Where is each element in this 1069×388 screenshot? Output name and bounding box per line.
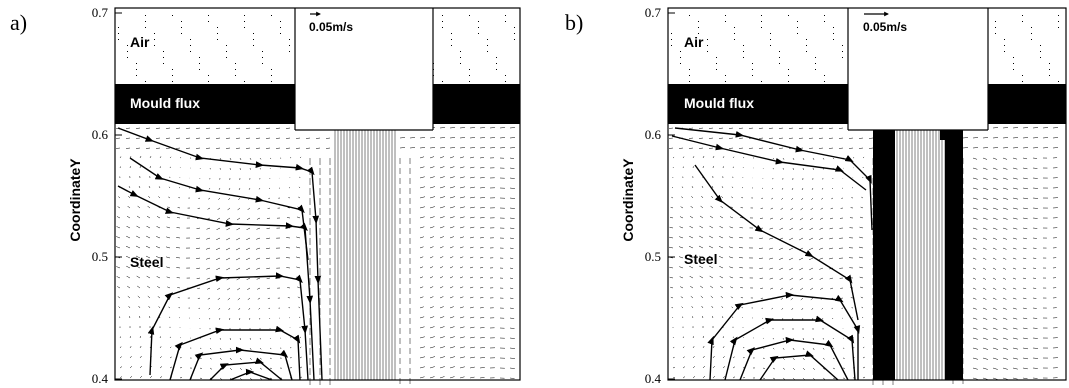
plot-frame	[114, 7, 521, 381]
streamlines	[671, 127, 873, 381]
air-label: Air	[130, 34, 150, 50]
panel-letter: a)	[10, 10, 27, 35]
vector-field	[668, 15, 1059, 385]
mould-flux-label: Mould flux	[684, 95, 754, 111]
mould-flux-label: Mould flux	[130, 95, 200, 111]
scale-label: 0.05m/s	[863, 20, 907, 34]
steel-label: Steel	[684, 251, 717, 267]
scale-label: 0.05m/s	[309, 20, 353, 34]
streamlines	[117, 127, 323, 381]
air-label: Air	[684, 34, 704, 50]
panel-b: b) Air Mould flux Steel 0.05m/s 0.7 0.6 …	[565, 5, 1067, 386]
y-tick-label: 0.7	[645, 5, 662, 20]
mould-flux-layer	[988, 84, 1066, 124]
submerged-nozzle	[295, 8, 433, 130]
y-tick-label: 0.6	[645, 127, 662, 142]
submerged-nozzle	[848, 8, 988, 130]
y-axis-label: CoordinateY	[67, 158, 83, 242]
y-tick-label: 0.4	[645, 371, 662, 386]
mould-flux-layer	[668, 84, 848, 124]
y-tick-label: 0.6	[92, 127, 109, 142]
panel-a: a) Air Mould flux Steel 0.05m/s 0.7 0.6 …	[10, 5, 521, 386]
mould-flux-layer	[433, 84, 520, 124]
y-tick-label: 0.4	[92, 371, 109, 386]
plot-frame	[667, 7, 1067, 381]
steel-label: Steel	[130, 254, 163, 270]
y-tick-label: 0.7	[92, 5, 109, 20]
panel-letter: b)	[565, 10, 583, 35]
y-tick-label: 0.5	[92, 249, 108, 264]
y-tick-label: 0.5	[645, 249, 661, 264]
y-axis-label: CoordinateY	[620, 158, 636, 242]
mould-flux-layer	[115, 84, 295, 124]
